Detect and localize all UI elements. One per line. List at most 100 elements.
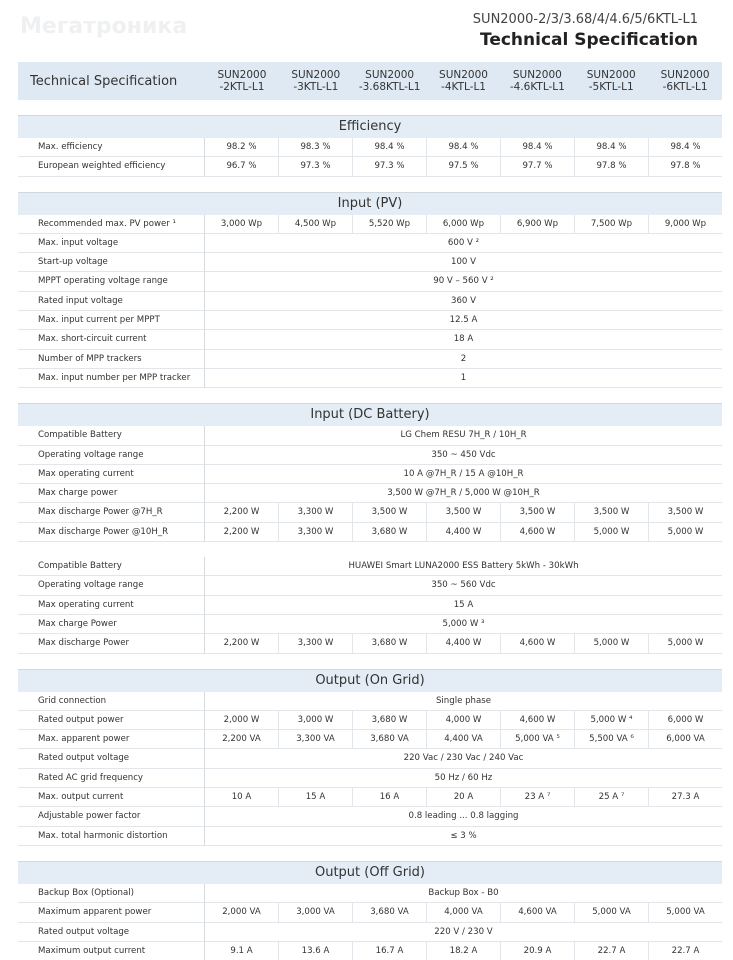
row-label: Max charge power — [18, 484, 205, 503]
section: Compatible Battery HUAWEI Smart LUNA2000 … — [18, 557, 722, 654]
cell: 4,600 W — [501, 522, 575, 542]
row-label: Compatible Battery — [18, 557, 205, 576]
spec-row: Max. total harmonic distortion ≤ 3 % — [18, 826, 722, 846]
cell: 9.1 A — [205, 941, 279, 960]
row-label: Max. output current — [18, 788, 205, 807]
row-label: Rated output power — [18, 710, 205, 730]
cell: 20.9 A — [501, 941, 575, 960]
cell: 4,000 W — [427, 710, 501, 730]
spec-row: Max. short-circuit current 18 A — [18, 330, 722, 350]
cell: 3,680 VA — [353, 903, 427, 922]
cell: 3,300 VA — [279, 730, 353, 749]
cell: 2 — [460, 353, 467, 364]
cell: 5,520 Wp — [353, 214, 427, 233]
cell: 3,300 W — [279, 522, 353, 542]
spec-row: MPPT operating voltage range 90 V – 560 V… — [18, 272, 722, 292]
cell: 4,600 W — [501, 710, 575, 730]
spec-row: Max charge power 3,500 W @7H_R / 5,000 W … — [18, 484, 722, 504]
row-label: Rated input voltage — [18, 291, 205, 311]
row-label: Recommended max. PV power ¹ — [18, 214, 205, 233]
spec-row: Adjustable power factor 0.8 leading ... 0… — [18, 807, 722, 827]
spec-row: Max discharge Power 2,200 W 3,300 W 3,680 W… — [18, 634, 722, 654]
table-header: Technical Specification SUN2000 -2KTL-L1 SU… — [18, 62, 722, 100]
row-label: Operating voltage range — [18, 576, 205, 595]
cell: 3,000 W — [279, 710, 353, 730]
spec-row: Max charge Power 5,000 W ³ — [18, 614, 722, 635]
cell: 13.6 A — [279, 941, 353, 960]
cell: 5,000 VA — [666, 907, 705, 918]
cell: 6,000 Wp — [427, 214, 501, 233]
cell: Backup Box - B0 — [428, 887, 499, 898]
cell: 3,500 W — [667, 507, 704, 518]
cell: 2,200 W — [205, 503, 279, 522]
row-label: MPPT operating voltage range — [18, 272, 205, 291]
row-label: Operating voltage range — [18, 445, 205, 464]
cell: 97.3 % — [279, 157, 353, 176]
cell: 3,500 W — [575, 503, 649, 522]
cell: 16 A — [353, 788, 427, 807]
spec-row: Number of MPP trackers 2 — [18, 349, 722, 369]
model-name-line: -3KTL-L1 — [293, 81, 339, 93]
spec-row: Max operating current 10 A @7H_R / 15 A @… — [18, 464, 722, 485]
model-name-line: SUN2000 — [439, 69, 488, 81]
cell: 3,500 W — [353, 503, 427, 522]
row-label: Max discharge Power — [18, 634, 205, 653]
spec-row: Compatible Battery LG Chem RESU 7H_R / 10… — [18, 426, 722, 446]
cell: 97.5 % — [427, 157, 501, 176]
spec-row: Compatible Battery HUAWEI Smart LUNA2000 … — [18, 557, 722, 577]
row-label: Maximum apparent power — [18, 903, 205, 922]
cell: 100 V — [450, 257, 476, 268]
cell: 10 A @7H_R / 15 A @10H_R — [403, 468, 524, 479]
cell: 4,400 VA — [427, 730, 501, 749]
cell: 23 A ⁷ — [501, 788, 575, 807]
cell: 3,680 W — [353, 634, 427, 653]
model-name-line: SUN2000 — [512, 69, 562, 81]
model-column: SUN2000 -5KTL-L1 — [574, 69, 648, 93]
spec-row: Rated output voltage 220 Vac / 230 Vac / … — [18, 749, 722, 769]
cell: 25 A ⁷ — [575, 788, 649, 807]
cell: 22.7 A — [671, 945, 700, 956]
row-label: Max. input voltage — [18, 233, 205, 253]
spec-table: Technical Specification SUN2000 -2KTL-L1 SU… — [18, 62, 722, 960]
cell: 5,000 VA ⁵ — [501, 730, 575, 749]
model-name-line: SUN2000 — [217, 69, 267, 81]
spec-row: Max. output current 10 A 15 A 16 A 20 A 23 A … — [18, 788, 722, 808]
cell: 7,500 Wp — [575, 214, 649, 233]
cell: 5,000 W — [667, 526, 704, 537]
cell: 5,500 VA ⁶ — [575, 730, 649, 749]
spec-row: Max. apparent power 2,200 VA 3,300 VA 3,680… — [18, 730, 722, 750]
row-label: Max. short-circuit current — [18, 330, 205, 349]
cell: 5,000 W — [575, 634, 649, 653]
cell: 3,680 VA — [353, 730, 427, 749]
model-name-line: -4.6KTL-L1 — [509, 81, 565, 93]
cell: 98.4 % — [427, 138, 501, 157]
cell: 600 V ² — [447, 237, 480, 248]
model-column: SUN2000 -3KTL-L1 — [279, 69, 353, 93]
cell: 97.7 % — [501, 157, 575, 176]
cell: 3,680 W — [353, 522, 427, 542]
cell: 27.3 A — [671, 792, 700, 803]
row-label: European weighted efficiency — [18, 157, 205, 176]
row-label: Max. total harmonic distortion — [18, 826, 205, 845]
cell: 50 Hz / 60 Hz — [434, 772, 493, 783]
row-label: Maximum output current — [18, 941, 205, 960]
cell: 5,000 VA — [575, 903, 649, 922]
spec-row: Max. input voltage 600 V ² — [18, 233, 722, 254]
row-label: Grid connection — [18, 691, 205, 710]
cell: LG Chem RESU 7H_R / 10H_R — [400, 430, 527, 441]
cell: 2,200 W — [205, 522, 279, 542]
model-name-line: -4KTL-L1 — [441, 81, 486, 93]
cell: 2,000 W — [205, 710, 279, 730]
row-label: Max discharge Power @10H_R — [18, 522, 205, 542]
spec-row: Backup Box (Optional) Backup Box - B0 — [18, 883, 722, 904]
cell: HUAWEI Smart LUNA2000 ESS Battery 5kWh -… — [348, 561, 579, 572]
cell: 3,300 W — [279, 503, 353, 522]
model-name-line: -6KTL-L1 — [662, 81, 708, 93]
spec-row: Max. input current per MPPT 12.5 A — [18, 311, 722, 331]
row-label: Max. efficiency — [18, 138, 205, 157]
cell: 360 V — [450, 295, 476, 306]
cell: 97.8 % — [575, 157, 649, 176]
row-label: Rated AC grid frequency — [18, 768, 205, 788]
row-label: Start-up voltage — [18, 253, 205, 272]
